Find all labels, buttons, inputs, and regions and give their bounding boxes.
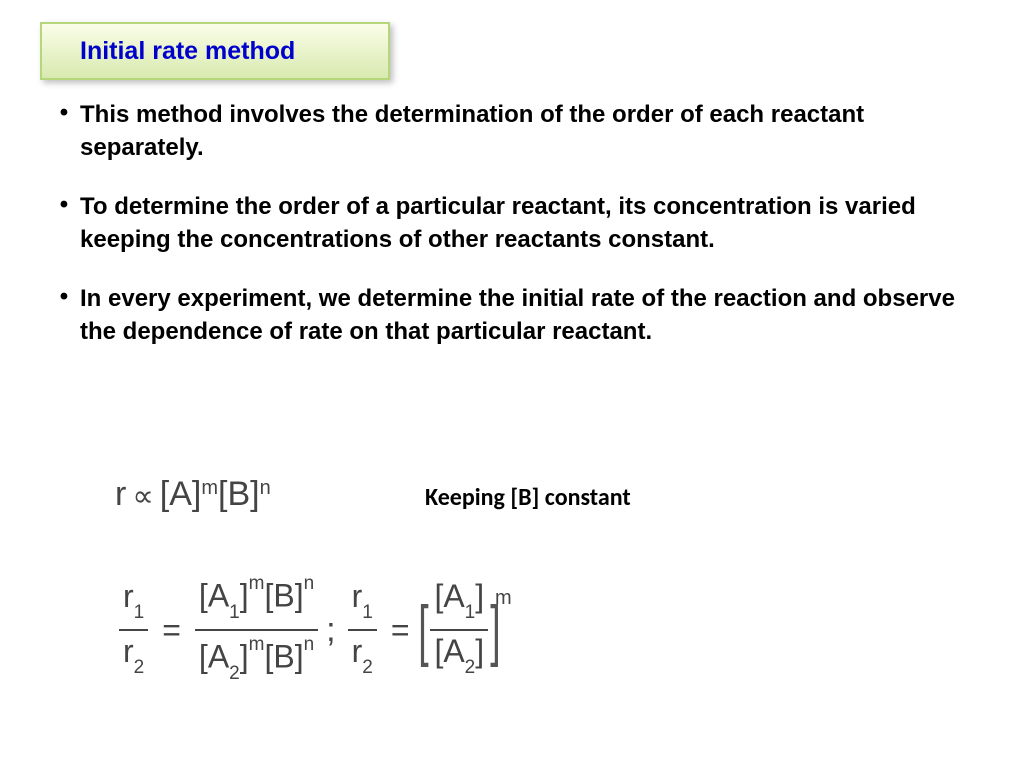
equation-2: r1 r2 = [A1]m[B]n [A2]m[B]n ; r1 r2 = [ … — [115, 570, 516, 690]
equation-1: r ∝ [A]m [B]n Keeping [B] constant — [115, 475, 935, 514]
outer-sup-m: m — [495, 587, 512, 610]
frac-r1-r2: r1 r2 — [119, 576, 148, 685]
frac-r1-r2-b: r1 r2 — [348, 576, 377, 685]
keeping-constant-label: Keeping [B] constant — [425, 483, 631, 512]
sup-m: m — [201, 477, 218, 500]
bracket-group: [ [A1] [A2] ] m — [420, 576, 516, 685]
eq-r: r — [115, 475, 126, 514]
frac-full: [A1]m[B]n [A2]m[B]n — [195, 570, 318, 690]
semicolon: ; — [326, 611, 335, 650]
equals-sign-b: = — [391, 612, 410, 649]
title-box: Initial rate method — [40, 22, 390, 80]
equals-sign: = — [162, 612, 181, 649]
bullet-text: In every experiment, we determine the in… — [80, 282, 968, 348]
bullet-text: To determine the order of a particular r… — [80, 190, 968, 256]
bullet-text: This method involves the determination o… — [80, 98, 968, 164]
bullet-dot: • — [48, 282, 80, 312]
bullet-dot: • — [48, 190, 80, 220]
bullet-item: • In every experiment, we determine the … — [48, 282, 968, 348]
bullet-list: • This method involves the determination… — [48, 98, 968, 374]
proportional-symbol: ∝ — [132, 479, 153, 514]
sup-n: n — [260, 477, 271, 500]
frac-A1-A2: [A1] [A2] — [430, 576, 488, 685]
bullet-dot: • — [48, 98, 80, 128]
left-bracket-icon: [ — [418, 596, 428, 664]
eq-B: [B] — [218, 475, 260, 514]
bullet-item: • To determine the order of a particular… — [48, 190, 968, 256]
eq-A: [A] — [160, 475, 202, 514]
slide-title: Initial rate method — [80, 37, 295, 66]
bullet-item: • This method involves the determination… — [48, 98, 968, 164]
